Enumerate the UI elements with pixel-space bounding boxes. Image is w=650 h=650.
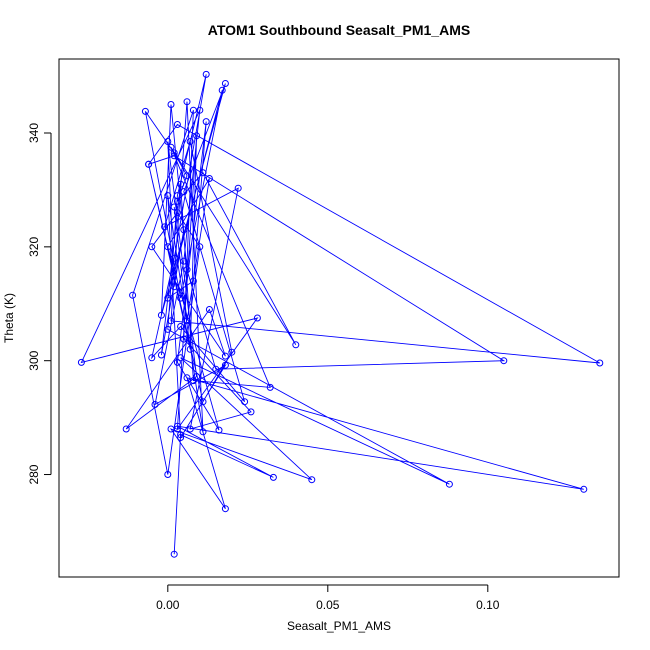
data-point [167, 101, 175, 108]
y-tick-label: 340 [27, 123, 41, 143]
data-point [170, 550, 178, 558]
data-point [180, 257, 188, 265]
data-point [205, 306, 213, 313]
data-point [173, 121, 181, 128]
data-point [199, 169, 207, 177]
data-point [141, 107, 149, 115]
data-point [164, 243, 172, 251]
data-point [445, 480, 453, 488]
data-point [167, 317, 175, 325]
data-point [221, 361, 229, 369]
data-point [177, 294, 185, 302]
data-point [228, 348, 236, 356]
data-point [196, 243, 204, 251]
data-point [177, 354, 185, 362]
data-point [173, 358, 181, 366]
data-point [308, 476, 316, 484]
data-point [189, 106, 197, 114]
data-point [199, 428, 207, 436]
data-point [151, 401, 159, 408]
data-point [161, 223, 169, 231]
data-point [247, 408, 255, 416]
data-point [266, 383, 274, 391]
data-point [164, 471, 172, 478]
data-point [212, 365, 220, 373]
data-point [186, 345, 194, 353]
data-point [193, 132, 201, 140]
data-point [189, 377, 197, 385]
data-point [189, 277, 197, 285]
x-axis: 0.00 0.05 0.10 [156, 584, 500, 612]
data-point [148, 354, 156, 362]
data-point [177, 180, 185, 188]
data-point [170, 149, 178, 157]
data-point [500, 357, 508, 365]
data-point [183, 98, 191, 106]
series-layer [77, 70, 604, 558]
data-point [180, 335, 188, 343]
data-point [186, 138, 194, 145]
series-line [80, 74, 601, 555]
x-axis-label: Seasalt_PM1_AMS [287, 619, 391, 633]
data-point [199, 398, 207, 406]
data-point [183, 374, 191, 382]
data-point [129, 291, 137, 299]
data-point [164, 325, 172, 333]
data-point [180, 226, 188, 234]
data-point [173, 197, 181, 205]
data-point [183, 266, 191, 274]
data-point [173, 422, 181, 430]
data-point [145, 160, 153, 168]
data-point [173, 209, 181, 217]
data-point [202, 70, 210, 78]
data-point [221, 80, 229, 87]
data-point [177, 323, 185, 330]
data-point [221, 352, 229, 360]
data-point [157, 351, 165, 359]
data-point [183, 172, 191, 180]
data-point [164, 138, 172, 145]
data-point [177, 431, 185, 439]
data-point [183, 317, 191, 325]
data-point [292, 341, 300, 349]
x-tick-label: 0.00 [156, 598, 180, 612]
data-point [234, 184, 242, 192]
x-tick-label: 0.05 [316, 598, 340, 612]
data-point [269, 473, 277, 481]
data-point [164, 294, 172, 302]
x-tick-label: 0.10 [476, 598, 500, 612]
data-point [157, 311, 165, 319]
y-axis: 280 300 320 340 [27, 123, 52, 485]
data-point [170, 283, 178, 291]
data-point [177, 434, 185, 441]
y-axis-label: Theta (K) [2, 293, 16, 343]
data-point [202, 118, 210, 126]
data-point [186, 425, 194, 433]
data-point [167, 143, 175, 151]
data-point [170, 152, 178, 160]
data-point [215, 426, 223, 434]
plot-frame [58, 58, 620, 578]
data-point [253, 314, 261, 322]
data-point [596, 359, 604, 367]
data-point [241, 398, 249, 406]
data-point [205, 175, 213, 182]
y-tick-label: 320 [27, 237, 41, 257]
data-point [170, 203, 178, 211]
data-point [148, 243, 156, 251]
data-point [164, 192, 172, 200]
data-point [170, 254, 178, 262]
data-point [218, 86, 226, 94]
data-point [173, 425, 181, 433]
y-tick-label: 280 [27, 464, 41, 484]
data-point [77, 358, 85, 366]
chart-title: ATOM1 Southbound Seasalt_PM1_AMS [208, 22, 470, 38]
data-point [221, 505, 229, 513]
y-tick-label: 300 [27, 350, 41, 370]
data-point [580, 485, 588, 493]
data-point [180, 188, 188, 196]
data-point [122, 425, 130, 433]
